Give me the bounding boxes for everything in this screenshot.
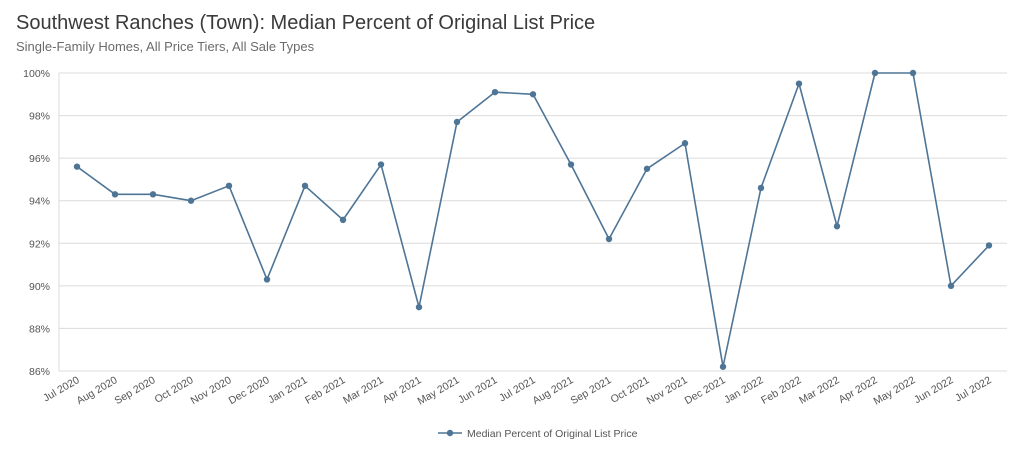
x-tick-label: Jan 2022 — [722, 374, 766, 406]
data-point[interactable] — [871, 69, 879, 77]
y-tick-label: 86% — [29, 366, 50, 378]
legend-label: Median Percent of Original List Price — [467, 428, 638, 440]
data-point[interactable] — [719, 363, 727, 370]
data-point[interactable] — [757, 184, 765, 192]
x-tick-label: May 2022 — [872, 374, 918, 408]
data-point[interactable] — [111, 191, 119, 198]
data-point[interactable] — [833, 223, 841, 230]
data-point[interactable] — [187, 197, 195, 204]
chart-title: Southwest Ranches (Town): Median Percent… — [16, 12, 596, 34]
x-tick-label: Sep 2020 — [113, 374, 158, 407]
data-point[interactable] — [415, 303, 423, 311]
data-point[interactable] — [491, 88, 499, 96]
data-point[interactable] — [263, 276, 271, 283]
y-tick-label: 100% — [23, 68, 50, 80]
data-point[interactable] — [301, 182, 309, 190]
chart-subtitle: Single-Family Homes, All Price Tiers, Al… — [16, 39, 315, 54]
data-point[interactable] — [225, 182, 233, 190]
data-point[interactable] — [73, 163, 81, 170]
data-point[interactable] — [643, 165, 651, 172]
x-tick-label: Jun 2021 — [456, 374, 500, 406]
x-tick-label: Nov 2021 — [645, 374, 690, 407]
x-tick-label: Mar 2021 — [341, 374, 386, 407]
y-tick-label: 98% — [29, 111, 50, 123]
legend: Median Percent of Original List Price — [438, 428, 638, 440]
data-point[interactable] — [795, 80, 803, 87]
data-point[interactable] — [681, 140, 689, 147]
legend-marker — [446, 429, 454, 437]
data-point[interactable] — [377, 161, 385, 168]
x-tick-label: Nov 2020 — [189, 374, 234, 407]
y-tick-label: 88% — [29, 323, 50, 335]
data-point[interactable] — [567, 161, 575, 168]
x-tick-label: Dec 2020 — [227, 374, 272, 407]
y-tick-label: 90% — [29, 281, 50, 293]
data-point[interactable] — [453, 118, 461, 126]
y-tick-label: 94% — [29, 196, 50, 208]
x-tick-label: Oct 2021 — [609, 374, 652, 406]
x-tick-label: Jun 2022 — [912, 374, 956, 406]
x-tick-label: Jul 2022 — [953, 374, 994, 404]
data-point[interactable] — [149, 191, 157, 198]
data-point[interactable] — [339, 216, 347, 224]
data-point[interactable] — [985, 242, 993, 249]
x-tick-label: Sep 2021 — [569, 374, 614, 407]
x-tick-label: Aug 2021 — [531, 374, 576, 407]
x-tick-label: Jan 2021 — [266, 374, 310, 406]
x-tick-label: Feb 2022 — [759, 374, 804, 407]
x-tick-label: Mar 2022 — [797, 374, 842, 407]
y-tick-label: 96% — [29, 153, 50, 165]
series — [73, 69, 993, 370]
y-tick-label: 92% — [29, 238, 50, 250]
x-tick-label: Feb 2021 — [303, 374, 348, 407]
data-point[interactable] — [605, 235, 613, 243]
series-line — [76, 72, 990, 368]
data-point[interactable] — [947, 282, 955, 290]
x-tick-label: Aug 2020 — [75, 374, 120, 407]
x-tick-label: Dec 2021 — [683, 374, 728, 407]
x-tick-label: Oct 2020 — [153, 374, 196, 406]
data-point[interactable] — [909, 69, 917, 77]
y-axis-ticks: 100% 98% 96% 94% 92% 90% 88% 86% — [23, 68, 50, 378]
data-point[interactable] — [529, 91, 537, 98]
gridlines — [58, 72, 1007, 372]
x-tick-label: May 2021 — [416, 374, 462, 408]
